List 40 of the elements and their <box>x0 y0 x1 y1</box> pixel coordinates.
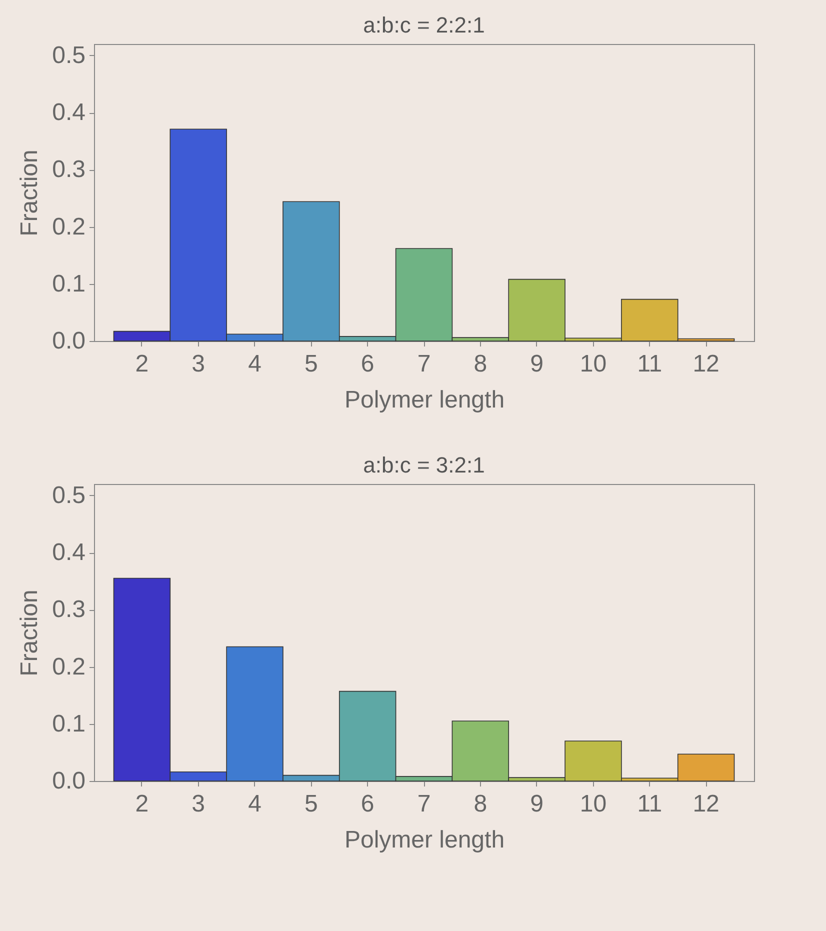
chart-title: a:b:c = 3:2:1 <box>363 452 485 478</box>
x-axis-title: Polymer length <box>344 386 505 414</box>
x-tick-label: 8 <box>474 790 488 818</box>
y-axis-title: Fraction <box>16 150 44 236</box>
x-tick-label: 3 <box>192 790 206 818</box>
x-tick-label: 6 <box>360 790 374 818</box>
x-tick-label: 6 <box>360 350 374 378</box>
y-tick-label: 0.4 <box>52 539 86 566</box>
x-tick-label: 2 <box>135 350 149 378</box>
y-tick-label: 0.5 <box>52 482 86 509</box>
chart-title: a:b:c = 2:2:1 <box>363 12 485 38</box>
y-tick-label: 0.0 <box>52 768 86 794</box>
x-tick-label: 2 <box>135 790 149 818</box>
y-tick-label: 0.2 <box>52 213 86 240</box>
y-tick-label: 0.1 <box>52 710 86 738</box>
x-tick-label: 4 <box>248 790 262 818</box>
y-tick-label: 0.1 <box>52 270 86 298</box>
x-tick-label: 4 <box>248 350 262 378</box>
y-tick-label: 0.4 <box>52 99 86 126</box>
x-axis-title: Polymer length <box>344 826 505 854</box>
x-tick-label: 9 <box>530 790 544 818</box>
y-tick-label: 0.3 <box>52 156 86 184</box>
x-tick-label: 8 <box>474 350 488 378</box>
x-tick-label: 3 <box>192 350 206 378</box>
x-tick-label: 9 <box>530 350 544 378</box>
x-tick-label: 11 <box>637 350 662 378</box>
x-tick-label: 11 <box>637 790 662 818</box>
y-tick-label: 0.5 <box>52 42 86 69</box>
x-tick-label: 5 <box>304 350 318 378</box>
x-tick-label: 12 <box>692 790 720 818</box>
x-tick-label: 7 <box>417 790 431 818</box>
x-tick-label: 10 <box>580 790 607 818</box>
x-tick-label: 12 <box>692 350 720 378</box>
x-tick-label: 7 <box>417 350 431 378</box>
y-axis-title: Fraction <box>16 590 44 676</box>
y-tick-label: 0.2 <box>52 653 86 680</box>
y-tick-label: 0.3 <box>52 596 86 624</box>
y-tick-label: 0.0 <box>52 328 86 354</box>
x-tick-label: 10 <box>580 350 607 378</box>
x-tick-label: 5 <box>304 790 318 818</box>
